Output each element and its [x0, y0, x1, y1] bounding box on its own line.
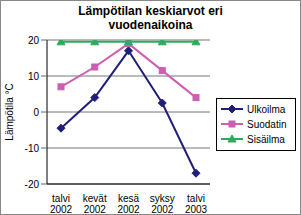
svg-text:syksy2002: syksy2002: [150, 193, 175, 214]
svg-text:10: 10: [28, 71, 40, 82]
svg-text:talvi2002: talvi2002: [50, 193, 73, 214]
html-text:Ulkoilma: Ulkoilma: [247, 103, 286, 115]
svg-text:0: 0: [33, 107, 39, 118]
svg-text:Lämpötila °C: Lämpötila °C: [8, 83, 15, 140]
svg-text:-20: -20: [25, 179, 40, 190]
svg-text:20: 20: [28, 35, 40, 46]
svg-text:-10: -10: [25, 143, 40, 154]
html-text:Suodatin: Suodatin: [247, 118, 287, 130]
html-text:Sisäilma: Sisäilma: [247, 133, 285, 145]
svg-text:kevät2002: kevät2002: [83, 193, 107, 214]
svg-text:kesä2002: kesä2002: [117, 193, 140, 214]
svg-text:talvi2003: talvi2003: [185, 193, 208, 214]
html-text:Lämpötilan keskiarvot eri vuod: Lämpötilan keskiarvot eri vuodenaikoina: [78, 4, 223, 32]
